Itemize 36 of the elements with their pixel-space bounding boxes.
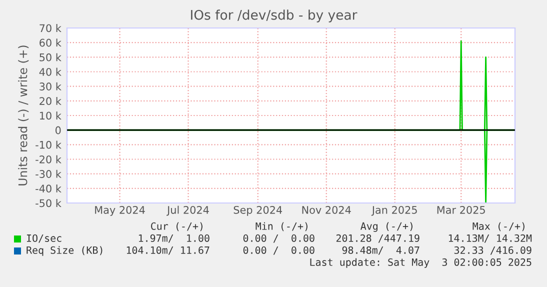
text: 0.00 / 0.00 bbox=[243, 246, 314, 255]
x-tick-label: Jul 2024 bbox=[166, 206, 209, 216]
text: 0.00 / 0.00 bbox=[243, 234, 314, 243]
y-tick-label: -20 k bbox=[36, 155, 62, 164]
text: Cur (-/+) bbox=[151, 222, 202, 232]
x-tick-label: Mar 2025 bbox=[437, 206, 485, 214]
y-tick-label: 20 k bbox=[40, 96, 62, 106]
x-tick-label: May 2024 bbox=[95, 206, 145, 216]
y-axis-title: Units read (-) / write (+) bbox=[18, 46, 29, 186]
text: Avg (-/+) bbox=[360, 222, 412, 232]
text: Min (-/+) bbox=[256, 222, 308, 232]
legend-label: IO/sec bbox=[26, 234, 62, 243]
y-tick-label: 0 bbox=[56, 126, 61, 134]
text: 1.97m/ 1.00 bbox=[138, 234, 210, 243]
chart-title: IOs for /dev/sdb - by year bbox=[191, 10, 358, 22]
y-tick-label: -50 k bbox=[36, 199, 62, 208]
y-tick-label: 60 k bbox=[40, 38, 62, 47]
text: 32.33 /416.09 bbox=[454, 246, 532, 255]
y-tick-label: -40 k bbox=[36, 184, 62, 193]
text: Last update: Sat May 3 02:00:05 2025 bbox=[310, 258, 532, 268]
y-tick-label: 10 k bbox=[40, 112, 62, 120]
x-tick-label: Nov 2024 bbox=[302, 206, 351, 214]
y-tick-label: -30 k bbox=[36, 170, 62, 178]
x-tick-label: Jan 2025 bbox=[371, 206, 417, 216]
x-tick-label: Sep 2024 bbox=[234, 206, 282, 216]
y-tick-label: 30 k bbox=[40, 82, 62, 90]
text: 98.48m/ 4.07 bbox=[342, 246, 420, 255]
text: 104.10m/ 11.67 bbox=[126, 246, 210, 255]
y-tick-label: -10 k bbox=[36, 140, 62, 149]
y-tick-label: 70 k bbox=[40, 24, 62, 32]
text: Max (-/+) bbox=[472, 222, 524, 232]
legend-label: Req Size (KB) bbox=[26, 246, 102, 256]
text: 14.13M/ 14.32M bbox=[448, 234, 532, 243]
y-tick-label: 50 k bbox=[40, 53, 62, 62]
y-tick-label: 40 k bbox=[39, 68, 62, 76]
text: 201.28 /447.19 bbox=[336, 234, 420, 243]
